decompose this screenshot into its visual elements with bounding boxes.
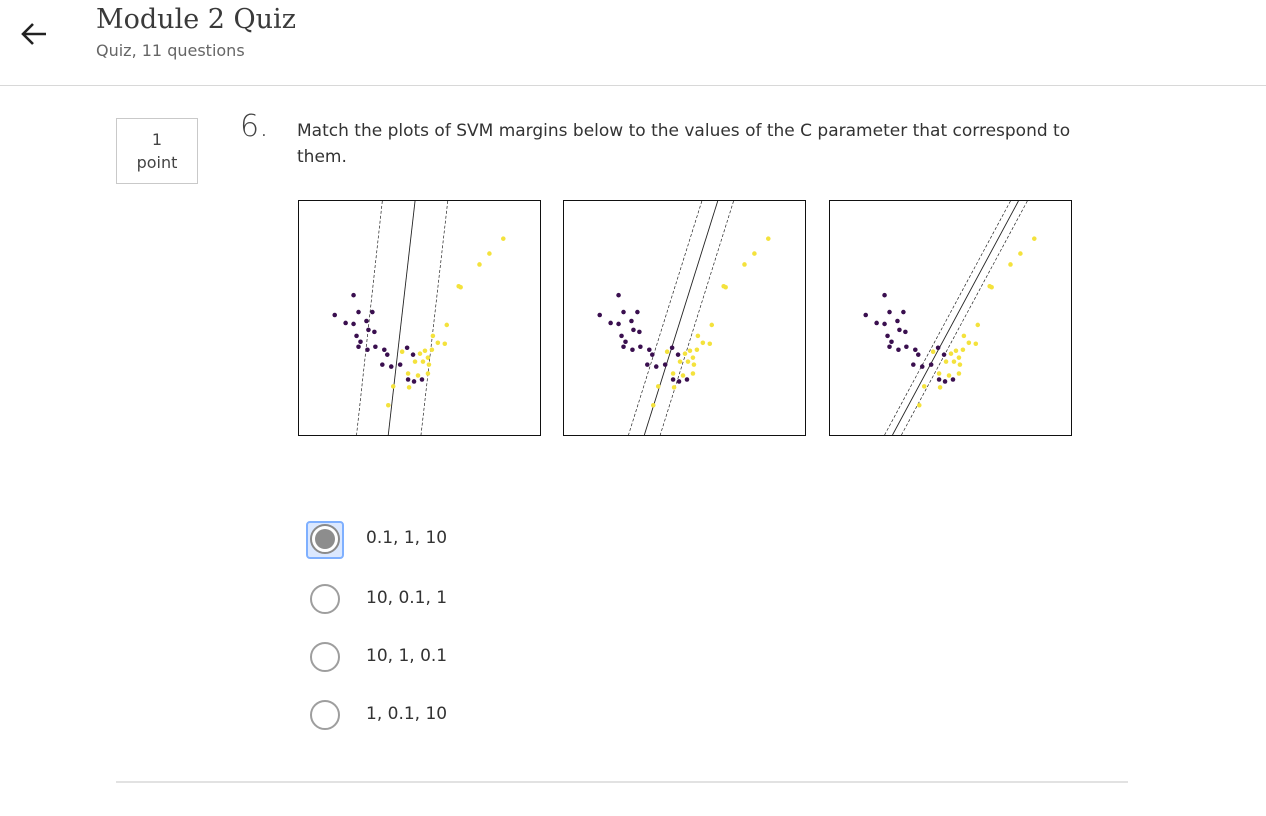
answer-option-3[interactable]: 10, 1, 0.1 bbox=[306, 639, 706, 675]
back-button[interactable] bbox=[16, 14, 56, 54]
decision-boundary bbox=[892, 201, 1019, 435]
section-divider bbox=[116, 781, 1128, 783]
margin-line bbox=[884, 201, 1011, 435]
yellow-points bbox=[650, 236, 771, 408]
svm-plot-3 bbox=[829, 200, 1072, 436]
answer-option-label: 0.1, 1, 10 bbox=[366, 528, 448, 548]
margin-line bbox=[901, 201, 1028, 435]
points-value: 1 bbox=[151, 130, 163, 149]
svm-plot-1 bbox=[298, 200, 541, 436]
margin-line bbox=[420, 201, 449, 435]
svm-plot-3-graphic bbox=[863, 201, 1037, 435]
purple-points bbox=[863, 292, 956, 384]
radio-button[interactable] bbox=[310, 584, 340, 614]
question-number: 6. bbox=[240, 109, 269, 144]
yellow-points bbox=[385, 236, 506, 408]
answer-option-label: 10, 1, 0.1 bbox=[366, 646, 448, 666]
yellow-points bbox=[916, 236, 1037, 408]
points-badge: 1 point bbox=[116, 118, 198, 184]
svm-plot-1-graphic bbox=[332, 201, 506, 435]
radio-button[interactable] bbox=[310, 642, 340, 672]
margin-line bbox=[356, 201, 383, 435]
page-subtitle: Quiz, 11 questions bbox=[96, 41, 245, 60]
points-unit: point bbox=[136, 153, 178, 172]
answer-option-1[interactable]: 0.1, 1, 10 bbox=[306, 521, 706, 559]
decision-boundary bbox=[643, 201, 719, 435]
page-title: Module 2 Quiz bbox=[96, 4, 296, 35]
margin-line bbox=[659, 201, 734, 435]
radio-button[interactable] bbox=[310, 524, 340, 554]
arrow-left-icon bbox=[21, 23, 46, 45]
answer-option-4[interactable]: 1, 0.1, 10 bbox=[306, 697, 706, 733]
quiz-header: Module 2 Quiz Quiz, 11 questions bbox=[0, 0, 1266, 86]
decision-boundary bbox=[387, 201, 416, 435]
purple-points bbox=[332, 292, 425, 384]
answer-option-label: 10, 0.1, 1 bbox=[366, 588, 448, 608]
purple-points bbox=[597, 292, 690, 384]
question-text: Match the plots of SVM margins below to … bbox=[297, 121, 1071, 167]
margin-line bbox=[628, 201, 703, 435]
svm-plot-2-graphic bbox=[597, 201, 771, 435]
answer-option-label: 1, 0.1, 10 bbox=[366, 704, 448, 724]
svm-plot-2 bbox=[563, 200, 806, 436]
answer-option-2[interactable]: 10, 0.1, 1 bbox=[306, 581, 706, 617]
radio-button[interactable] bbox=[310, 700, 340, 730]
